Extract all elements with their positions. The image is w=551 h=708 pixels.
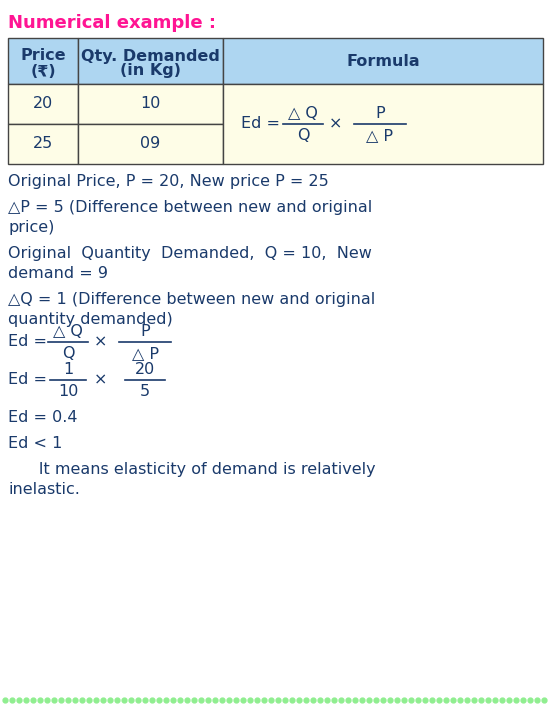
Text: ×: ×: [93, 372, 107, 387]
Text: Numerical example :: Numerical example :: [8, 14, 216, 32]
Text: P: P: [140, 324, 150, 338]
Text: P: P: [375, 105, 385, 120]
Text: demand = 9: demand = 9: [8, 266, 108, 281]
Bar: [78, 124, 223, 164]
Text: Qty. Demanded: Qty. Demanded: [81, 49, 220, 64]
Text: quantity demanded): quantity demanded): [8, 312, 173, 327]
Text: Ed =: Ed =: [241, 117, 280, 132]
Text: 25: 25: [33, 137, 53, 152]
Text: 5: 5: [140, 384, 150, 399]
Text: inelastic.: inelastic.: [8, 482, 80, 497]
Text: 10: 10: [141, 96, 161, 111]
Text: (₹): (₹): [30, 64, 56, 79]
Text: ×: ×: [93, 334, 107, 350]
Text: 1: 1: [63, 362, 73, 377]
Bar: [78, 84, 223, 124]
Text: price): price): [8, 220, 55, 235]
Bar: [8, 84, 78, 124]
Text: ×: ×: [328, 117, 342, 132]
Text: △P = 5 (Difference between new and original: △P = 5 (Difference between new and origi…: [8, 200, 372, 215]
Bar: [78, 38, 223, 84]
Text: Price: Price: [20, 49, 66, 64]
Text: 20: 20: [135, 362, 155, 377]
Text: △ P: △ P: [366, 128, 393, 144]
Text: Ed =: Ed =: [8, 334, 47, 350]
Bar: [8, 124, 78, 164]
Text: Ed = 0.4: Ed = 0.4: [8, 410, 78, 425]
Text: Formula: Formula: [346, 54, 420, 69]
Bar: [8, 38, 78, 84]
Text: It means elasticity of demand is relatively: It means elasticity of demand is relativ…: [8, 462, 376, 477]
Bar: [223, 84, 543, 164]
Text: Original  Quantity  Demanded,  Q = 10,  New: Original Quantity Demanded, Q = 10, New: [8, 246, 372, 261]
Bar: [223, 38, 543, 84]
Text: Q: Q: [62, 346, 74, 362]
Text: (in Kg): (in Kg): [120, 64, 181, 79]
Text: △ Q: △ Q: [288, 105, 318, 120]
Text: 10: 10: [58, 384, 78, 399]
Text: Q: Q: [297, 128, 309, 144]
Text: Ed =: Ed =: [8, 372, 47, 387]
Text: △Q = 1 (Difference between new and original: △Q = 1 (Difference between new and origi…: [8, 292, 375, 307]
Text: △ P: △ P: [132, 346, 159, 362]
Text: Ed < 1: Ed < 1: [8, 436, 62, 451]
Text: △ Q: △ Q: [53, 324, 83, 338]
Text: 09: 09: [141, 137, 161, 152]
Text: Original Price, P = 20, New price P = 25: Original Price, P = 20, New price P = 25: [8, 174, 329, 189]
Text: 20: 20: [33, 96, 53, 111]
